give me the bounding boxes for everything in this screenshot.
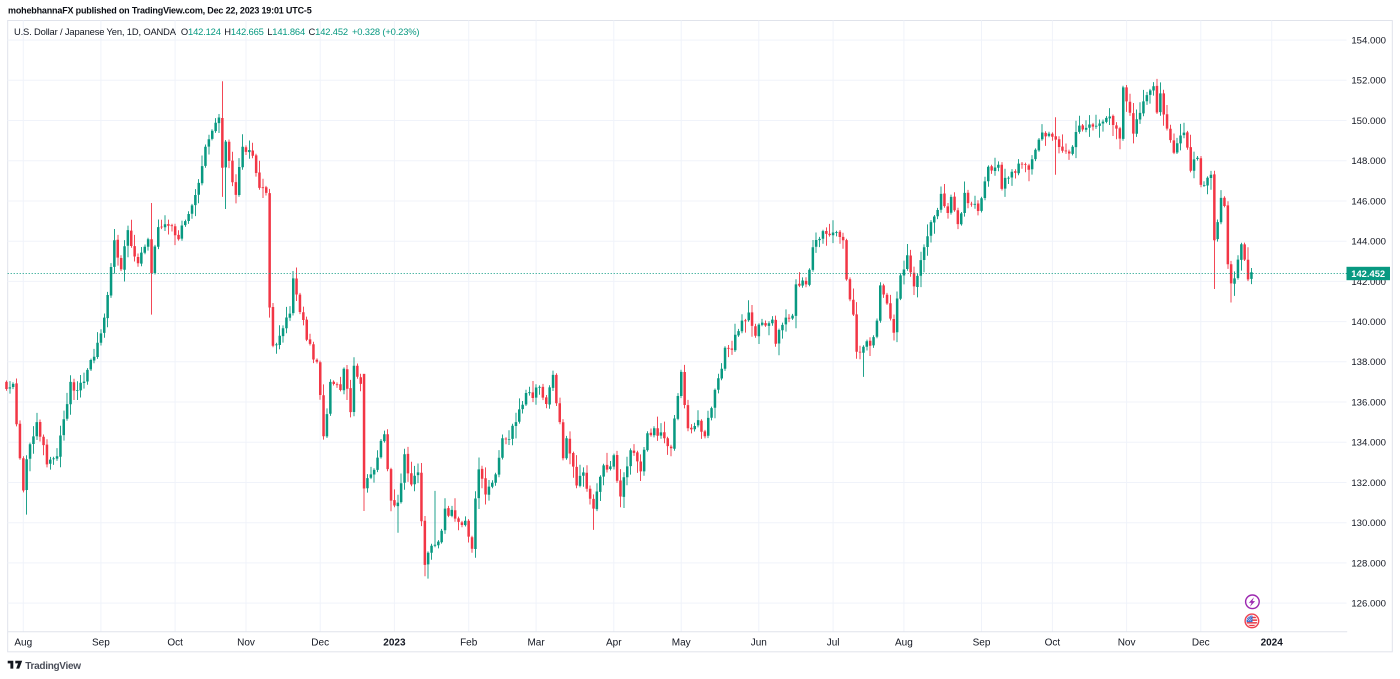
svg-text:Oct: Oct — [1045, 638, 1061, 649]
svg-text:146.000: 146.000 — [1351, 196, 1386, 207]
svg-text:154.000: 154.000 — [1351, 36, 1386, 47]
svg-text:Oct: Oct — [167, 638, 183, 649]
svg-text:Nov: Nov — [237, 638, 255, 649]
svg-text:150.000: 150.000 — [1351, 116, 1386, 127]
svg-text:Aug: Aug — [14, 638, 32, 649]
svg-text:Sep: Sep — [92, 638, 110, 649]
svg-text:144.000: 144.000 — [1351, 237, 1386, 248]
svg-text:152.000: 152.000 — [1351, 76, 1386, 87]
svg-text:148.000: 148.000 — [1351, 156, 1386, 167]
svg-text:130.000: 130.000 — [1351, 518, 1386, 529]
svg-text:142.452: 142.452 — [1351, 268, 1385, 279]
svg-text:138.000: 138.000 — [1351, 357, 1386, 368]
svg-text:Nov: Nov — [1118, 638, 1136, 649]
svg-text:Jul: Jul — [827, 638, 840, 649]
svg-text:Sep: Sep — [973, 638, 991, 649]
svg-text:May: May — [672, 638, 691, 649]
svg-text:Dec: Dec — [311, 638, 329, 649]
svg-text:Aug: Aug — [895, 638, 913, 649]
svg-text:136.000: 136.000 — [1351, 397, 1386, 408]
svg-text:U.S. Dollar / Japanese Yen, 1D: U.S. Dollar / Japanese Yen, 1D, OANDA O14… — [14, 26, 419, 37]
svg-text:Dec: Dec — [1192, 638, 1210, 649]
svg-text:TradingView: TradingView — [25, 661, 81, 672]
svg-text:mohebhannaFX published on Trad: mohebhannaFX published on TradingView.co… — [8, 6, 312, 16]
svg-text:Feb: Feb — [460, 638, 478, 649]
svg-text:2023: 2023 — [383, 638, 406, 649]
svg-text:Apr: Apr — [606, 638, 622, 649]
svg-text:2024: 2024 — [1261, 638, 1284, 649]
svg-text:Jun: Jun — [751, 638, 767, 649]
svg-text:142.000: 142.000 — [1351, 277, 1386, 288]
svg-text:134.000: 134.000 — [1351, 438, 1386, 449]
svg-text:126.000: 126.000 — [1351, 599, 1386, 610]
svg-text:132.000: 132.000 — [1351, 478, 1386, 489]
svg-text:140.000: 140.000 — [1351, 317, 1386, 328]
svg-text:128.000: 128.000 — [1351, 558, 1386, 569]
svg-text:Mar: Mar — [527, 638, 545, 649]
